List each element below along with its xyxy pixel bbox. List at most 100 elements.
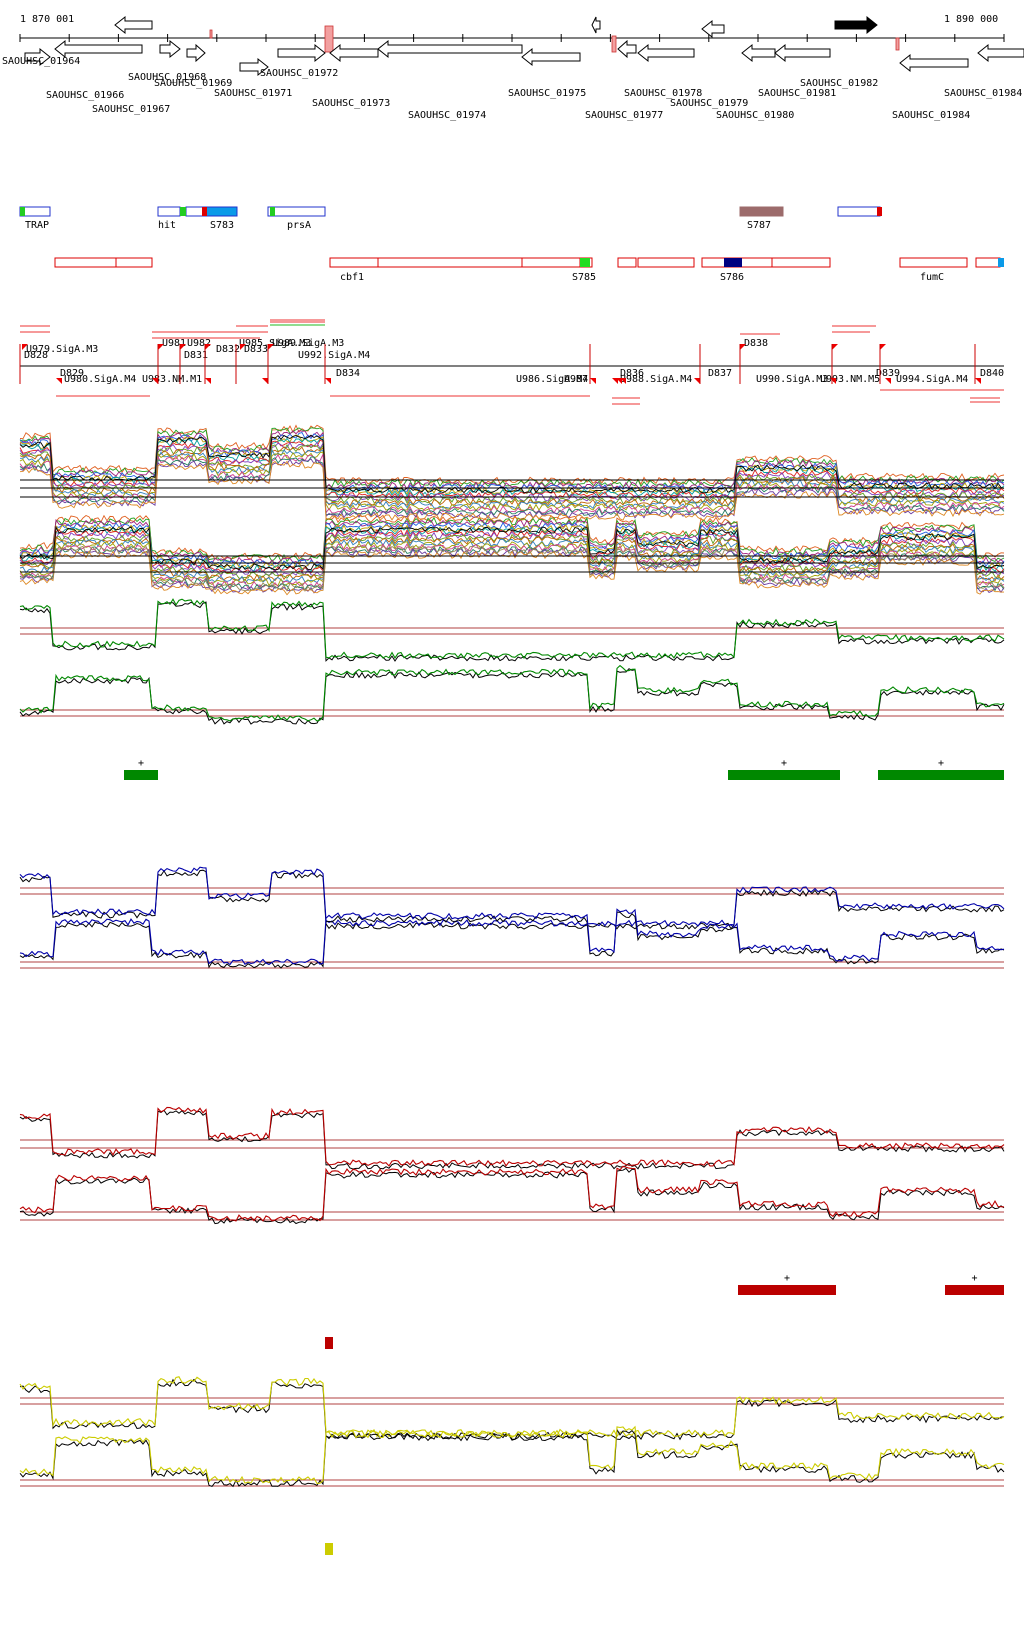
feature-label: S783 (210, 220, 234, 231)
expression-profile-line (19, 434, 1005, 494)
gene-arrow (239, 57, 269, 77)
segment-flag (56, 378, 62, 384)
segment-flag (620, 378, 626, 384)
segment-label: U979.SigA.M3 (26, 344, 98, 355)
gene-arrow (591, 16, 601, 34)
condition-profile-line (19, 1425, 1005, 1484)
condition-profile-line (19, 911, 1005, 969)
gene-label: SAOUHSC_01973 (312, 98, 390, 109)
segment-label: U985.SigA.M3 (239, 338, 311, 349)
segment-flag (694, 378, 700, 384)
peak-marker (325, 1543, 333, 1555)
segment-label: D836 (620, 368, 644, 379)
gene-arrow (277, 43, 326, 63)
segment-flag (268, 344, 274, 350)
ruler-peak-marker (895, 37, 900, 51)
feature-label: S785 (572, 272, 596, 283)
enrichment-bar (945, 1285, 1004, 1295)
feature-marker (270, 207, 275, 216)
feature-label: fumC (920, 272, 944, 283)
segment-flag (616, 378, 622, 384)
condition-profile-line (19, 601, 1005, 662)
segment-label: U988.SigA.M4 (620, 374, 692, 385)
gene-arrow (637, 43, 695, 63)
segment-flag (832, 344, 838, 350)
segment-flag (152, 378, 158, 384)
gene-arrow (114, 15, 153, 35)
feature-marker (180, 207, 186, 216)
gene-arrow (977, 43, 1024, 63)
segment-label: D837 (708, 368, 732, 379)
feature-box (377, 257, 523, 268)
ruler-peak-marker (324, 25, 334, 53)
ruler-peak-marker (209, 29, 213, 39)
gene-arrow (899, 53, 969, 73)
strand-mark: + (781, 758, 787, 769)
expression-profile-line (19, 531, 1005, 577)
start-coordinate: 1 870 001 (20, 14, 75, 25)
feature-box (204, 206, 238, 217)
feature-box (837, 206, 881, 217)
feature-label: TRAP (25, 220, 49, 231)
expression-profile-line (19, 538, 1005, 585)
gene-label: SAOUHSC_01984 (944, 88, 1022, 99)
strand-mark: + (971, 1273, 977, 1284)
condition-profile-line (19, 1376, 1005, 1438)
segment-label: U983.NM.M1 (142, 374, 202, 385)
gene-arrow (774, 43, 831, 63)
gene-arrow (186, 43, 206, 63)
feature-label: hit (158, 220, 176, 231)
feature-box (637, 257, 695, 268)
feature-box (157, 206, 181, 217)
gene-label: SAOUHSC_01971 (214, 88, 292, 99)
gene-label: SAOUHSC_01979 (670, 98, 748, 109)
segment-flag (885, 378, 891, 384)
segment-label: U986.SigA.M4 (516, 374, 588, 385)
condition-profile-line (19, 1109, 1005, 1170)
gene-arrow (834, 15, 878, 35)
gene-label: SAOUHSC_01977 (585, 110, 663, 121)
gene-arrow (54, 39, 143, 59)
expression-profile-line (19, 451, 1005, 512)
gene-arrow (521, 47, 581, 67)
feature-box (521, 257, 581, 268)
segment-label: U981 (162, 338, 186, 349)
expression-profile-line (19, 460, 1005, 522)
segment-flag (262, 378, 268, 384)
segment-flag (590, 378, 596, 384)
strand-mark: + (784, 1273, 790, 1284)
gene-label: SAOUHSC_01968 (128, 72, 206, 83)
gene-label: SAOUHSC_01981 (758, 88, 836, 99)
condition-profile-line (19, 1106, 1005, 1167)
gene-arrow (329, 43, 379, 63)
segment-flag (205, 378, 211, 384)
enrichment-bar (728, 770, 840, 780)
condition-profile-line (19, 598, 1005, 659)
segment-flag (205, 344, 211, 350)
feature-label: S786 (720, 272, 744, 283)
enrichment-bar (738, 1285, 836, 1295)
gene-label: SAOUHSC_01984 (892, 110, 970, 121)
gene-label: SAOUHSC_01975 (508, 88, 586, 99)
feature-box (975, 257, 1001, 268)
enrichment-bar (878, 770, 1004, 780)
condition-profile-line (19, 1167, 1005, 1225)
segment-flag (240, 344, 246, 350)
segment-label: U992.SigA.M4 (298, 350, 370, 361)
expression-profile-line (19, 431, 1005, 493)
segment-label: D838 (744, 338, 768, 349)
segment-label: D839 (876, 368, 900, 379)
condition-profile-line (19, 1427, 1005, 1488)
feature-fill (580, 258, 590, 267)
feature-label: prsA (287, 220, 311, 231)
gene-label: SAOUHSC_01966 (46, 90, 124, 101)
feature-marker (202, 207, 207, 216)
condition-profile-line (19, 1378, 1005, 1441)
segment-label: D834 (336, 368, 360, 379)
condition-profile-line (19, 1165, 1005, 1222)
feature-box (54, 257, 117, 268)
expression-profile-line (20, 448, 1005, 510)
condition-profile-line (19, 668, 1005, 725)
